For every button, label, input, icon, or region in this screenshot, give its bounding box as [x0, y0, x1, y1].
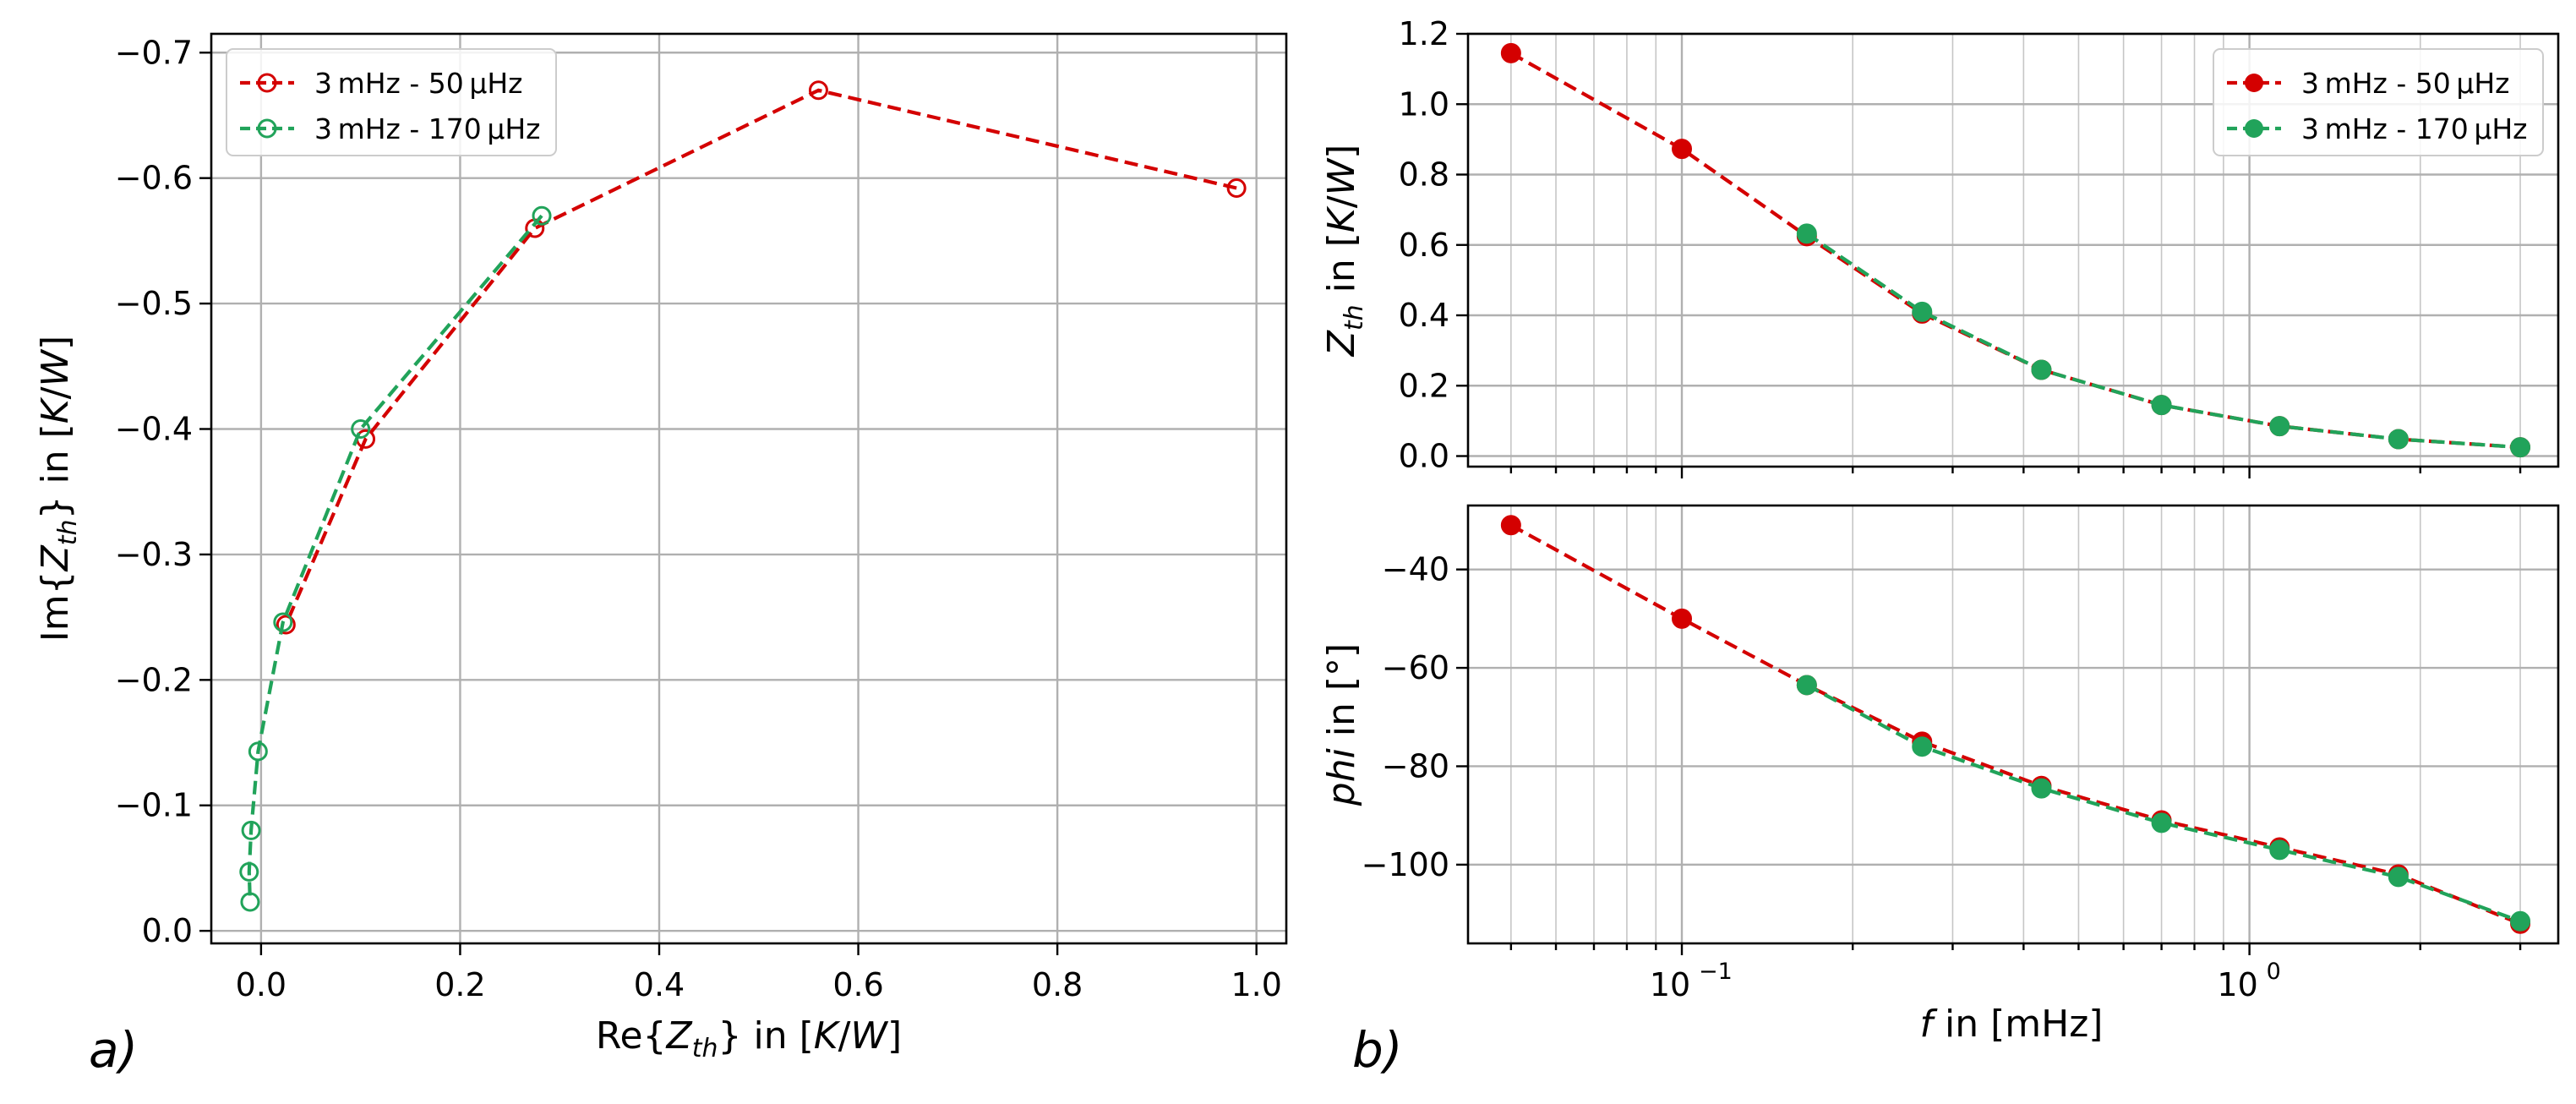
series-line-green [247, 214, 543, 903]
legend-swatch-marker [2245, 119, 2263, 138]
phase-y-axis-label: phi in [°] [1320, 643, 1363, 806]
data-point-green [2388, 866, 2409, 888]
y-tick-label: −0.6 [115, 160, 193, 197]
legend-label: 3 mHz - 50 µHz [2301, 67, 2509, 100]
data-point-red [1672, 608, 1693, 629]
data-point-red [1226, 178, 1247, 199]
nyquist-ticks: 0.0 0.2 0.4 0.6 0.8 1.0 0.0 −0.1 −0.2 −0.3 −0.4 −0.… [115, 34, 1282, 1003]
legend-swatch-marker [257, 118, 277, 139]
y-tick-label: 0.0 [142, 912, 193, 949]
data-point-green [1912, 736, 1933, 757]
data-point-red [1500, 42, 1521, 63]
legend-box [2213, 48, 2544, 156]
y-tick-label: 0.0 [1399, 438, 1449, 475]
data-point-green [240, 892, 260, 912]
x-tick-label: 0.4 [634, 966, 685, 1003]
x-tick-exponent: −1 [1699, 959, 1733, 985]
data-point-green [2269, 416, 2290, 437]
magnitude-ticks: 0.0 0.2 0.4 0.6 0.8 1.0 1.2 [1399, 15, 2522, 478]
x-tick-label: 1.0 [1231, 966, 1281, 1003]
x-tick-label: 10 [2217, 966, 2257, 1003]
phase-series [1500, 515, 2531, 934]
series-line-green [1805, 683, 2521, 923]
y-tick-label: 0.4 [1399, 297, 1449, 334]
x-tick-label: 0.8 [1032, 966, 1083, 1003]
data-point-red [276, 615, 296, 635]
y-tick-label: −40 [1382, 551, 1449, 588]
data-point-green [2388, 429, 2409, 450]
phase-frame [1466, 504, 2560, 945]
data-point-red [1500, 515, 1521, 536]
panel-b-label: b) [1352, 1021, 1402, 1079]
magnitude-series [1500, 42, 2531, 458]
magnitude-legend: 3 mHz - 50 µHz 3 mHz - 170 µHz [2213, 48, 2544, 156]
data-point-green [1796, 223, 1817, 244]
data-point-green [2151, 395, 2172, 416]
panel-a-label-text: a) [89, 1021, 138, 1079]
legend-box [226, 48, 557, 156]
nyquist-legend: 3 mHz - 50 µHz 3 mHz - 170 µHz [226, 48, 557, 156]
y-tick-label: 0.2 [1399, 367, 1449, 404]
y-tick-label: −0.2 [115, 661, 193, 698]
nyquist-frame [210, 32, 1288, 945]
panel-b-label-text: b) [1352, 1021, 1402, 1079]
phase-grid [1468, 506, 2558, 943]
x-tick-label: 0.0 [236, 966, 287, 1003]
phase-ticks: 10 −1 10 0 −40 −60 −80 −100 [1362, 551, 2522, 1003]
nyquist-plot: 0.0 0.2 0.4 0.6 0.8 1.0 0.0 −0.1 −0.2 −0.3 −0.4 −0.… [34, 32, 1288, 1079]
nyquist-series [239, 80, 1247, 912]
phase-plot: 10 −1 10 0 −40 −60 −80 −100 phi in [°] f in [mH… [1320, 504, 2560, 1079]
data-point-green [532, 205, 552, 226]
data-point-green [1796, 675, 1817, 696]
y-tick-label: 1.2 [1399, 15, 1449, 52]
legend-swatch-marker [2245, 74, 2263, 92]
x-tick-label: 0.6 [832, 966, 883, 1003]
y-tick-label: −100 [1362, 846, 1449, 883]
phase-x-axis-label: f in [mHz] [1920, 1003, 2104, 1046]
y-tick-label: −0.1 [115, 787, 193, 824]
series-line-red [284, 88, 1237, 626]
y-tick-label: −0.5 [115, 285, 193, 322]
series-line-green [1805, 232, 2521, 450]
x-tick-label: 0.2 [434, 966, 485, 1003]
nyquist-x-axis-label: Re{Zth} in [K/W] [596, 1014, 902, 1063]
data-point-green [241, 820, 261, 840]
y-tick-label: −60 [1382, 649, 1449, 686]
magnitude-frame [1466, 32, 2560, 468]
x-tick-exponent: 0 [2267, 959, 2281, 985]
magnitude-plot: 0.0 0.2 0.4 0.6 0.8 1.0 1.2 Zth in [K/W] 3 mHz… [1320, 15, 2560, 478]
magnitude-y-axis-label: Zth in [K/W] [1320, 145, 1369, 358]
data-point-green [2269, 839, 2290, 861]
y-tick-label: −80 [1382, 747, 1449, 784]
data-point-green [239, 861, 259, 882]
legend-label: 3 mHz - 50 µHz [314, 67, 522, 100]
data-point-green [273, 612, 293, 632]
data-point-red [1672, 139, 1693, 160]
legend-swatch-marker [257, 73, 277, 93]
panel-a-label: a) [89, 1021, 138, 1079]
y-tick-label: 0.8 [1399, 156, 1449, 194]
data-point-green [1912, 301, 1933, 322]
legend-label: 3 mHz - 170 µHz [2301, 112, 2527, 145]
data-point-green [2510, 910, 2531, 932]
data-point-green [2031, 359, 2052, 380]
data-point-red [808, 80, 828, 101]
data-point-green [2510, 437, 2531, 458]
nyquist-grid [211, 34, 1286, 943]
nyquist-y-axis-label: Im{Zth} in [K/W] [34, 336, 83, 642]
x-tick-label: 10 [1650, 966, 1690, 1003]
data-point-green [2151, 812, 2172, 833]
y-tick-label: −0.3 [115, 536, 193, 573]
y-tick-label: −0.4 [115, 411, 193, 448]
y-tick-label: 1.0 [1399, 85, 1449, 123]
data-point-green [248, 741, 268, 762]
data-point-green [2031, 778, 2052, 799]
data-point-green [351, 419, 371, 440]
y-tick-label: 0.6 [1399, 227, 1449, 264]
y-tick-label: −0.7 [115, 34, 193, 71]
legend-label: 3 mHz - 170 µHz [314, 112, 540, 145]
